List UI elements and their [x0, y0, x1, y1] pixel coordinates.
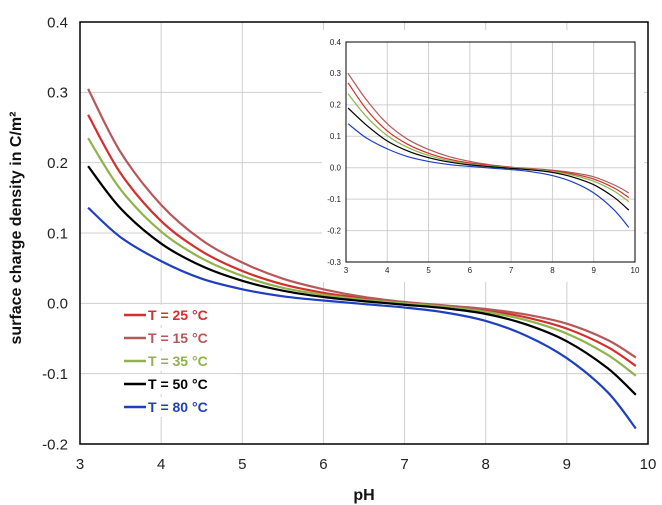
- main-x-tick-label: 6: [319, 456, 327, 473]
- inset-y-tick-label: -0.3: [327, 258, 341, 267]
- legend-entry-background: [120, 397, 236, 417]
- inset-plot: 3 4 5 6 7 8 9 10 -0.3 -0.2 -0.1 0.0 0.1 0.2 0.3 0.4: [322, 30, 644, 282]
- main-y-tick-label: 0.3: [47, 85, 68, 102]
- main-x-tick-label: 8: [482, 456, 490, 473]
- legend-entry-background: [120, 374, 236, 394]
- main-series-lines: [87, 88, 637, 430]
- main-x-tick-label: 10: [640, 456, 657, 473]
- legend-label: T = 35 °C: [148, 353, 208, 369]
- inset-x-tick-labels: 3 4 5 6 7 8 9 10: [344, 266, 640, 275]
- inset-background: [322, 30, 644, 282]
- main-series-line-4: [87, 206, 637, 430]
- legend-label: T = 80 °C: [148, 399, 208, 415]
- legend-entry-background: [120, 305, 236, 325]
- inset-series-line-2: [347, 93, 630, 203]
- main-x-tick-label: 5: [238, 456, 246, 473]
- legend-label: T = 15 °C: [148, 330, 208, 346]
- inset-x-tick-label: 9: [591, 266, 596, 275]
- main-x-tick-label: 4: [157, 456, 165, 473]
- inset-series-line-0: [347, 73, 630, 194]
- inset-x-tick-label: 10: [631, 266, 640, 275]
- main-y-tick-label: -0.2: [42, 436, 68, 453]
- inset-x-tick-label: 8: [550, 266, 555, 275]
- inset-y-tick-label: 0.2: [330, 101, 342, 110]
- inset-series-line-3: [347, 107, 630, 211]
- inset-y-tick-label: 0.1: [330, 132, 342, 141]
- main-y-tick-label: 0.1: [47, 225, 68, 242]
- main-y-tick-label: 0.2: [47, 155, 68, 172]
- main-y-tick-label: 0.0: [47, 296, 68, 313]
- y-axis-title: surface charge density in C/m²: [8, 112, 25, 345]
- main-x-tick-label: 7: [400, 456, 408, 473]
- main-x-tick-label: 3: [76, 456, 84, 473]
- inset-plot-frame: [345, 41, 636, 263]
- inset-series-line-1: [347, 82, 630, 199]
- inset-series-line-4: [347, 123, 630, 228]
- main-plot: 3 4 5 6 7 8 9 10 -0.2 -0.1 0.0 0.1 0.2 0.3 0.4 pH sur…: [8, 14, 656, 504]
- legend-entry-background: [120, 328, 236, 348]
- main-y-tick-label: -0.1: [42, 366, 68, 383]
- main-plot-frame: [79, 21, 649, 445]
- x-axis-title: pH: [353, 487, 374, 504]
- main-y-tick-label: 0.4: [47, 14, 68, 31]
- main-y-tick-labels: -0.2 -0.1 0.0 0.1 0.2 0.3 0.4: [42, 14, 68, 453]
- main-series-line-3: [87, 165, 637, 396]
- legend-entry-background: [120, 351, 236, 371]
- inset-x-tick-label: 6: [468, 266, 473, 275]
- legend-label: T = 25 °C: [148, 307, 208, 323]
- legend-label: T = 50 °C: [148, 376, 208, 392]
- legend: T = 25 °C T = 15 °C T = 35 °C T = 50 °C T = …: [120, 305, 236, 417]
- inset-series-lines: [347, 73, 630, 228]
- main-series-line-1: [87, 88, 637, 359]
- inset-x-tick-label: 7: [509, 266, 514, 275]
- main-series-line-2: [87, 137, 637, 377]
- inset-x-tick-label: 3: [344, 266, 349, 275]
- inset-x-tick-label: 5: [426, 266, 431, 275]
- inset-y-tick-label: -0.2: [327, 226, 341, 235]
- inset-y-tick-label: 0.0: [330, 164, 342, 173]
- inset-y-tick-label: -0.1: [327, 195, 341, 204]
- main-x-tick-labels: 3 4 5 6 7 8 9 10: [76, 456, 657, 473]
- inset-y-tick-labels: -0.3 -0.2 -0.1 0.0 0.1 0.2 0.3 0.4: [327, 38, 341, 267]
- main-series-line-0: [87, 114, 637, 367]
- inset-y-tick-label: 0.4: [330, 38, 342, 47]
- inset-y-tick-label: 0.3: [330, 69, 342, 78]
- inset-x-tick-label: 4: [385, 266, 390, 275]
- main-x-tick-label: 9: [563, 456, 571, 473]
